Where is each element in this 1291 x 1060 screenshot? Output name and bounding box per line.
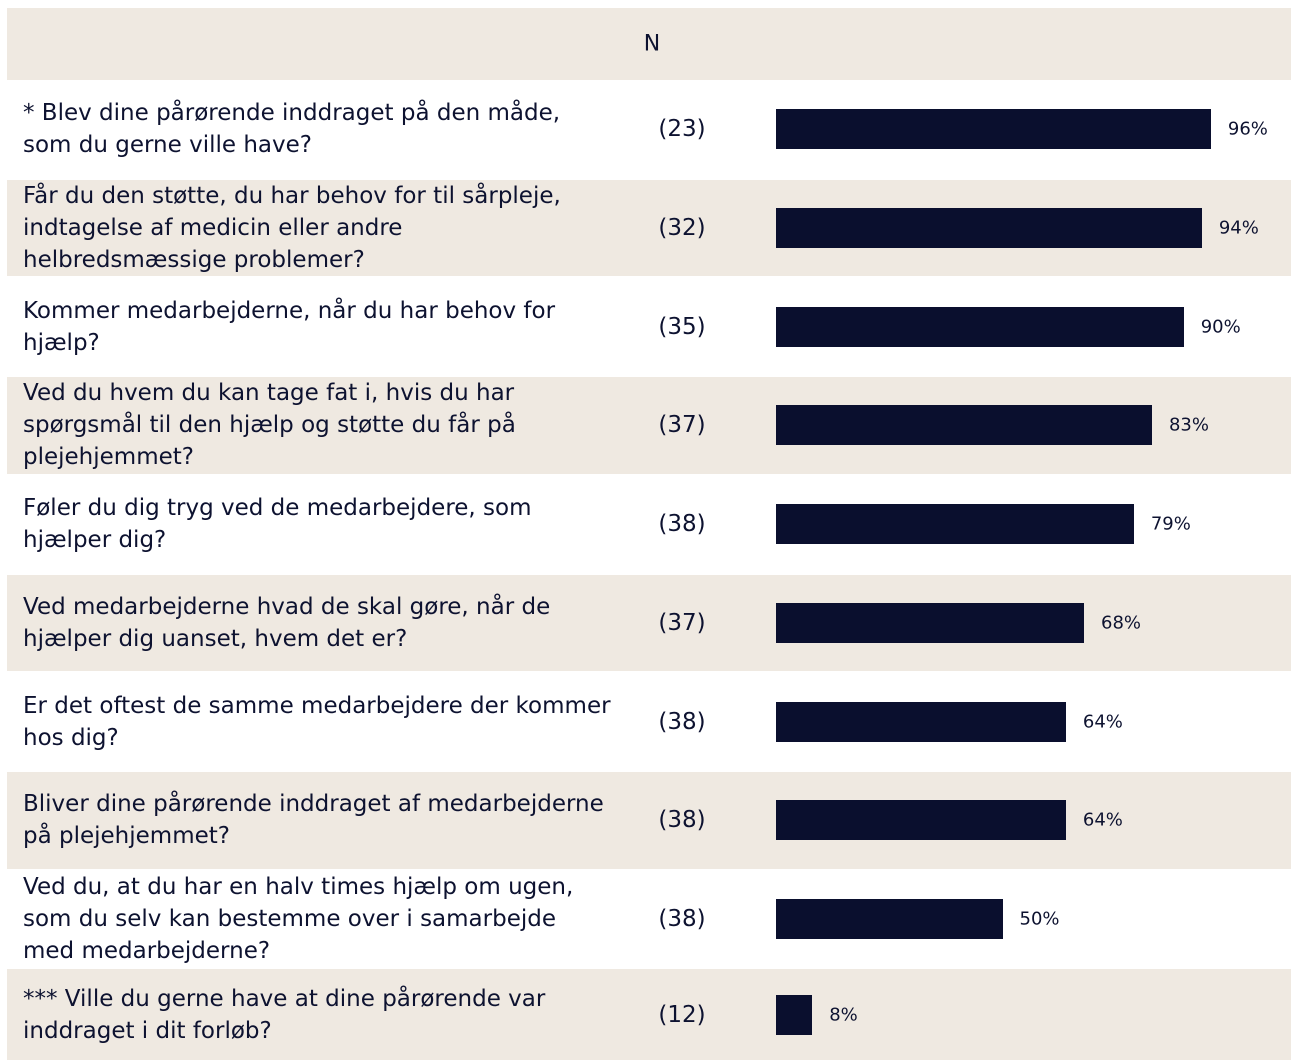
question-row: * Blev dine pårørende inddraget på den m…	[7, 81, 1291, 178]
question-text: *** Ville du gerne have at dine pårørend…	[23, 985, 546, 1044]
question-text: Føler du dig tryg ved de medarbejdere, s…	[23, 495, 532, 554]
bar	[776, 306, 1184, 347]
bar	[776, 602, 1085, 643]
value-label: 64%	[1082, 809, 1123, 831]
header-row: N	[7, 8, 1291, 80]
value-label: 64%	[1082, 711, 1123, 733]
value-label: 90%	[1200, 316, 1241, 338]
question-text: * Blev dine pårørende inddraget på den m…	[23, 100, 561, 159]
n-count: (38)	[658, 807, 706, 834]
question-text: Kommer medarbejderne, når du har behov f…	[23, 297, 556, 356]
value-label: 94%	[1218, 217, 1259, 239]
n-count: (37)	[658, 412, 706, 439]
value-label: 96%	[1227, 118, 1268, 140]
question-row: Bliver dine pårørende inddraget af medar…	[7, 771, 1291, 869]
question-text: Ved du, at du har en halv times hjælp om…	[23, 873, 574, 964]
bar	[776, 504, 1134, 545]
question-text: Ved medarbejderne hvad de skal gøre, når…	[23, 593, 551, 652]
question-text: Får du den støtte, du har behov for til …	[23, 183, 561, 274]
n-count: (37)	[658, 609, 706, 636]
bar	[776, 800, 1066, 841]
bar	[776, 208, 1202, 249]
bar	[776, 109, 1211, 150]
question-row: Føler du dig tryg ved de medarbejdere, s…	[7, 475, 1291, 573]
n-count: (38)	[658, 511, 706, 538]
bar	[776, 701, 1066, 742]
question-row: *** Ville du gerne have at dine pårørend…	[7, 969, 1291, 1060]
question-row: Ved du, at du har en halv times hjælp om…	[7, 870, 1291, 968]
value-label: 83%	[1168, 414, 1209, 436]
n-count: (23)	[658, 116, 706, 143]
value-label: 68%	[1101, 612, 1142, 634]
value-label: 8%	[829, 1004, 858, 1026]
question-row: Får du den støtte, du har behov for til …	[7, 179, 1291, 277]
value-label: 79%	[1150, 513, 1191, 535]
n-count: (38)	[658, 905, 706, 932]
question-text: Er det oftest de samme medarbejdere der …	[23, 692, 611, 751]
question-row: Ved medarbejderne hvad de skal gøre, når…	[7, 574, 1291, 672]
n-count: (38)	[658, 708, 706, 735]
question-row: Er det oftest de samme medarbejdere der …	[7, 673, 1291, 770]
value-label: 50%	[1019, 908, 1060, 930]
n-count: (32)	[658, 215, 706, 242]
question-text: Ved du hvem du kan tage fat i, hvis du h…	[23, 380, 516, 471]
bar	[776, 898, 1003, 939]
n-header: N	[643, 31, 661, 57]
question-text: Bliver dine pårørende inddraget af medar…	[23, 791, 604, 850]
n-count: (35)	[658, 313, 706, 340]
question-row: Ved du hvem du kan tage fat i, hvis du h…	[7, 377, 1291, 474]
bar	[776, 405, 1152, 446]
bar	[776, 994, 813, 1035]
n-count: (12)	[658, 1001, 706, 1028]
question-row: Kommer medarbejderne, når du har behov f…	[7, 278, 1291, 376]
